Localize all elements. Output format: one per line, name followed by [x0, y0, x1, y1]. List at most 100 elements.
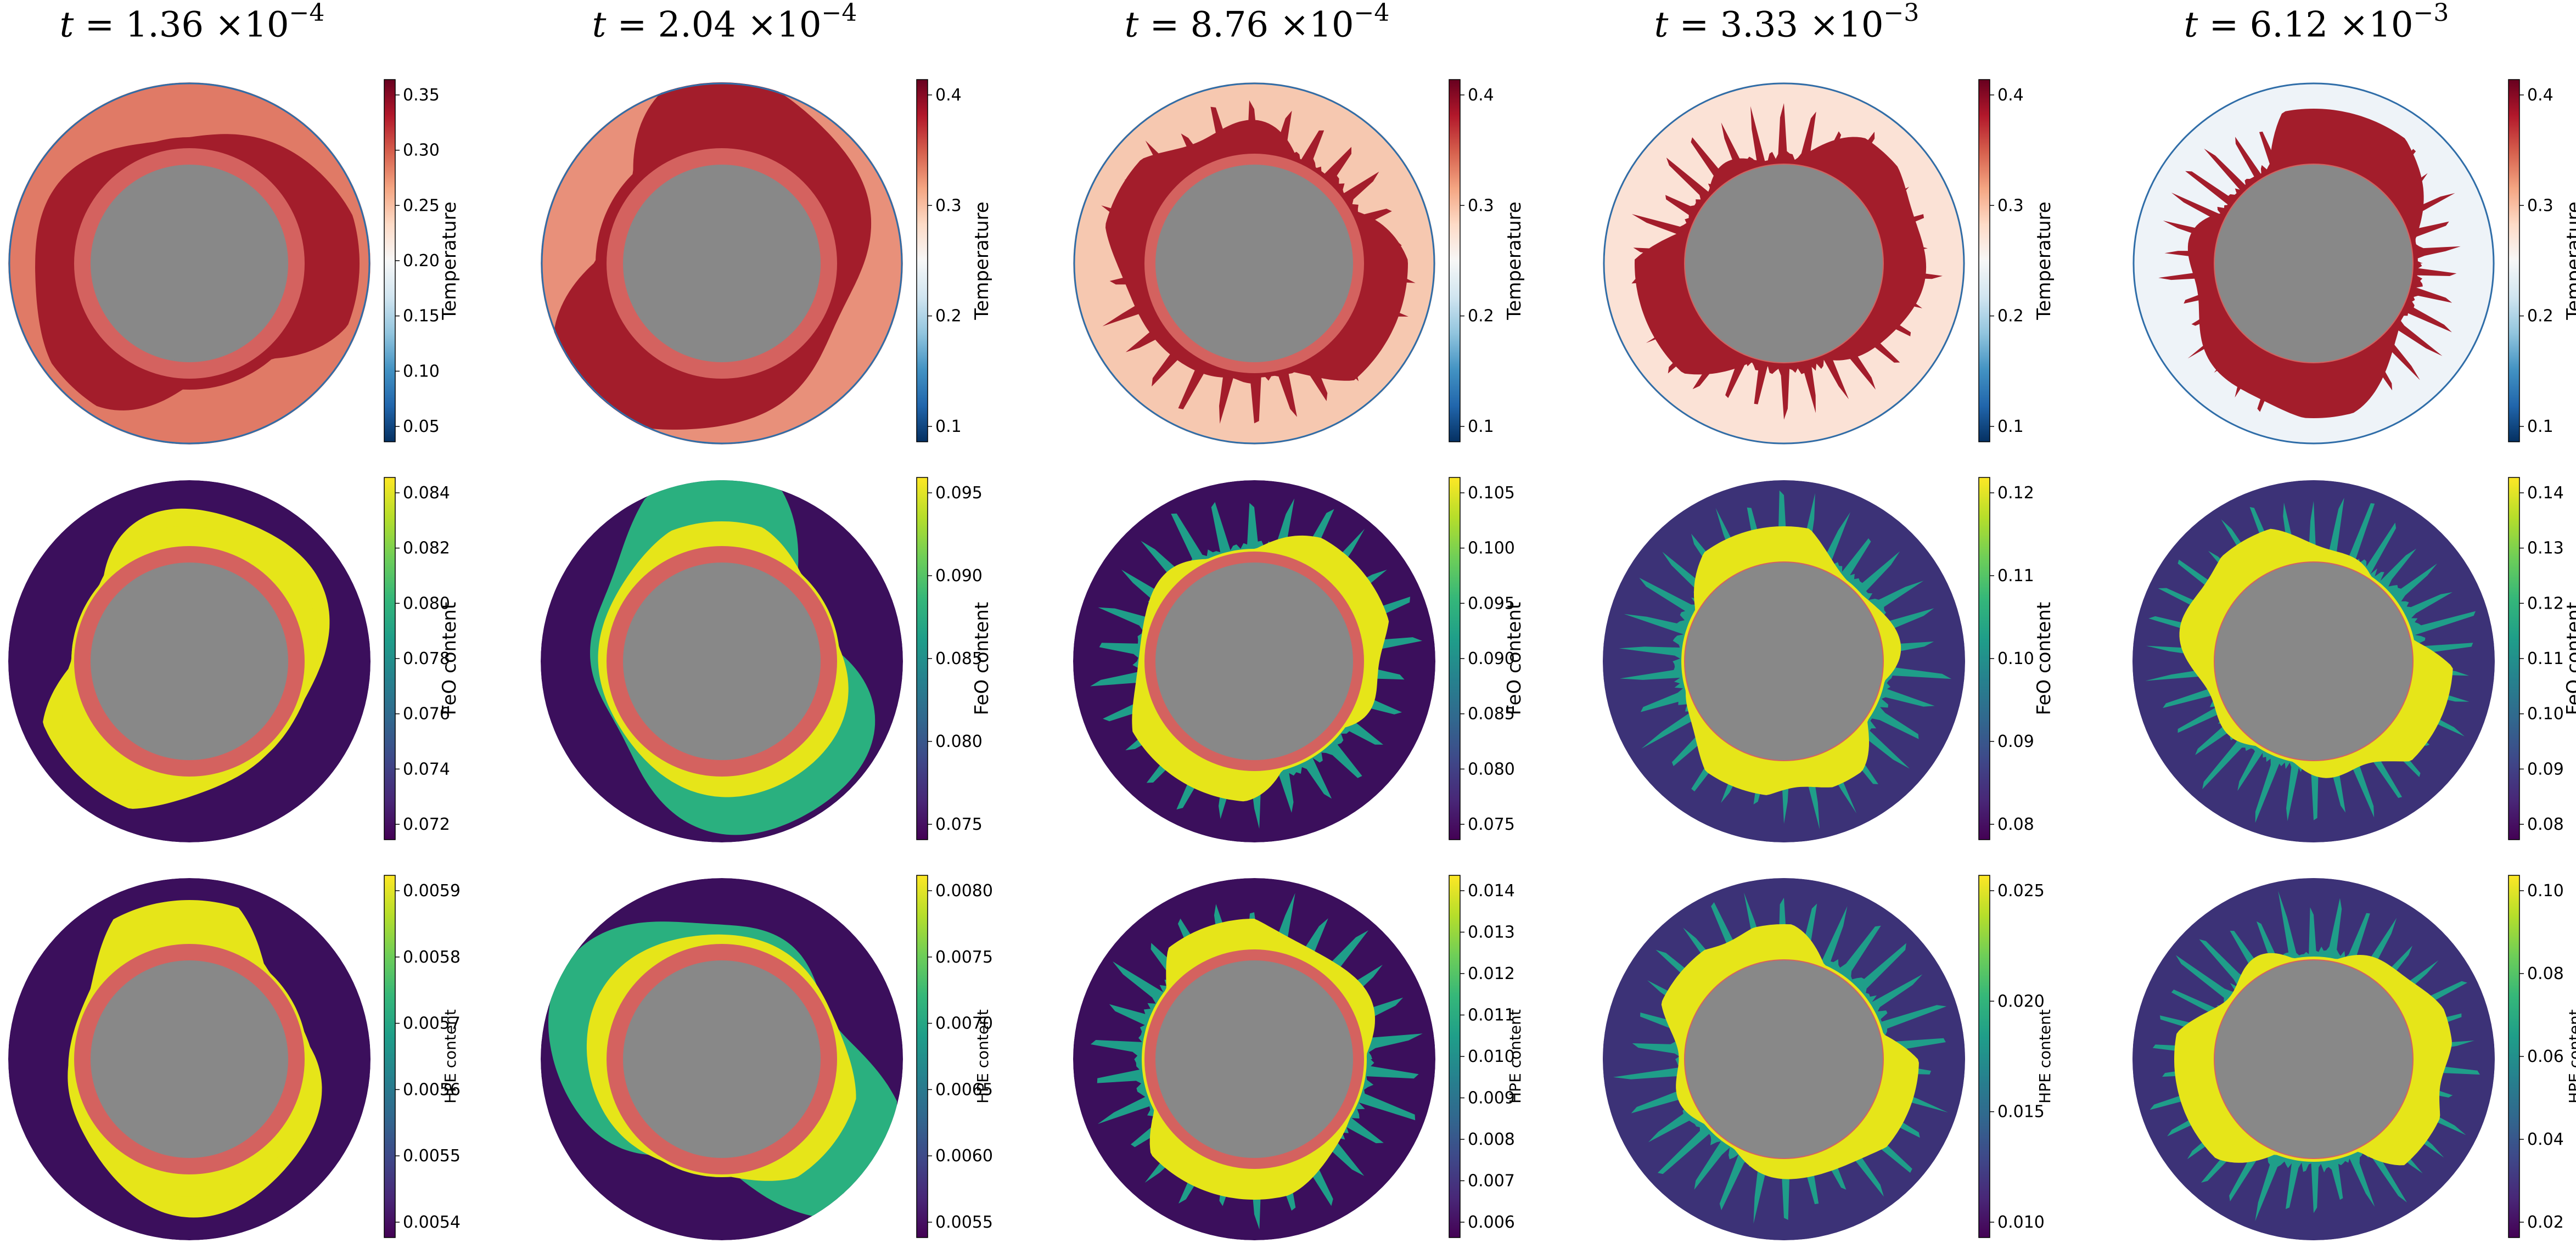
- colorbar: [916, 477, 928, 840]
- colorbar-tick-label: 0.04: [2527, 1130, 2564, 1149]
- colorbar-tick-label: 0.12: [2527, 594, 2564, 613]
- core: [2215, 563, 2412, 760]
- colorbar-tick-label: 0.30: [403, 141, 440, 160]
- panel-hpe-3: 0.014 0.013 0.012 0.011 0.010 0.009 0.008 0.007…: [1065, 870, 1559, 1254]
- panel-feo-3: 0.105 0.100 0.095 0.090 0.085 0.080 0.075 FeO c…: [1065, 472, 1559, 856]
- colorbar: [1978, 477, 1990, 840]
- colorbar-tick-label: 0.05: [403, 417, 440, 436]
- panel-feo-2: 0.095 0.090 0.085 0.080 0.075 FeO content: [532, 472, 1026, 856]
- colorbar-tick-label: 0.10: [1997, 649, 2034, 668]
- colorbar-tick-label: 0.3: [1997, 196, 2024, 215]
- colorbar-tick-label: 0.11: [1997, 566, 2034, 586]
- core: [91, 960, 288, 1158]
- panel-hpe-4: 0.025 0.020 0.015 0.010 HPE content: [1595, 870, 2089, 1254]
- column-title: t = 1.36 ×10−4: [59, 0, 325, 46]
- colorbar: [1978, 875, 1990, 1238]
- colorbar-tick-label: 0.013: [1468, 923, 1515, 942]
- colorbar-tick-label: 0.1: [1468, 417, 1494, 436]
- colorbar-tick-label: 0.082: [403, 539, 450, 558]
- core: [1685, 165, 1883, 362]
- colorbar-tick-label: 0.06: [2527, 1047, 2564, 1066]
- panel-temperature-2: 0.4 0.3 0.2 0.1 Temperature: [532, 74, 1026, 458]
- cold-boundary: [8, 82, 371, 445]
- colorbar: [1978, 79, 1990, 442]
- colorbar-tick-label: 0.080: [935, 732, 983, 751]
- core: [623, 563, 821, 760]
- colorbar: [384, 79, 396, 442]
- colorbar-label: HPE content: [2036, 1009, 2054, 1104]
- column-title: t = 6.12 ×10−3: [2184, 0, 2449, 46]
- core: [623, 165, 821, 362]
- panel-temperature-4: 0.4 0.3 0.2 0.1 Temperature: [1595, 74, 2089, 458]
- colorbar-tick-label: 0.2: [1468, 307, 1494, 326]
- colorbar-tick-label: 0.4: [1997, 86, 2024, 105]
- colorbar-label: FeO content: [1503, 602, 1525, 715]
- column-title: t = 8.76 ×10−4: [1124, 0, 1390, 46]
- core: [2215, 960, 2412, 1158]
- column-title: t = 3.33 ×10−3: [1654, 0, 1920, 46]
- colorbar: [1449, 79, 1461, 442]
- core: [2215, 165, 2412, 362]
- colorbar: [916, 79, 928, 442]
- colorbar-tick-label: 0.075: [935, 815, 983, 834]
- panel-hpe-5: 0.10 0.08 0.06 0.04 0.02 HPE content: [2124, 870, 2576, 1254]
- colorbar-tick-label: 0.08: [1997, 815, 2034, 834]
- colorbar-tick-label: 0.10: [403, 362, 440, 381]
- colorbar-label: Temperature: [2563, 201, 2576, 320]
- colorbar-tick-label: 0.0070: [935, 1014, 993, 1033]
- colorbar-tick-label: 0.105: [1468, 483, 1515, 503]
- colorbar-tick-label: 0.010: [1997, 1213, 2045, 1232]
- colorbar-tick-label: 0.08: [2527, 964, 2564, 983]
- colorbar-tick-label: 0.35: [403, 86, 440, 105]
- colorbar-tick-label: 0.014: [1468, 881, 1515, 901]
- colorbar-tick-label: 0.15: [403, 307, 440, 326]
- colorbar-label: FeO content: [971, 602, 993, 715]
- colorbar-tick-label: 0.09: [1997, 732, 2034, 751]
- colorbar-tick-label: 0.025: [1997, 881, 2045, 901]
- colorbar-tick-label: 0.09: [2527, 760, 2564, 779]
- core: [1155, 563, 1353, 760]
- colorbar: [916, 875, 928, 1238]
- colorbar-tick-label: 0.008: [1468, 1130, 1515, 1149]
- core: [1685, 960, 1883, 1158]
- colorbar-tick-label: 0.080: [403, 594, 450, 613]
- colorbar-tick-label: 0.0055: [403, 1146, 461, 1166]
- core: [91, 563, 288, 760]
- panel-feo-4: 0.12 0.11 0.10 0.09 0.08 FeO content: [1595, 472, 2089, 856]
- colorbar-tick-label: 0.14: [2527, 483, 2564, 503]
- colorbar-label: Temperature: [439, 201, 461, 320]
- colorbar-tick-label: 0.074: [403, 760, 450, 779]
- colorbar-tick-label: 0.11: [2527, 649, 2564, 668]
- colorbar-tick-label: 0.0080: [935, 881, 993, 901]
- panel-hpe-2: 0.0080 0.0075 0.0070 0.0065 0.0060 0.0055 HPE …: [532, 870, 1026, 1254]
- colorbar-label: HPE content: [441, 1009, 459, 1104]
- colorbar-tick-label: 0.100: [1468, 539, 1515, 558]
- colorbar-tick-label: 0.0065: [935, 1080, 993, 1099]
- colorbar-tick-label: 0.20: [403, 251, 440, 271]
- colorbar-tick-label: 0.2: [2527, 307, 2553, 326]
- colorbar-tick-label: 0.0056: [403, 1080, 461, 1099]
- colorbar-tick-label: 0.2: [935, 307, 962, 326]
- colorbar-tick-label: 0.085: [935, 649, 983, 668]
- colorbar-tick-label: 0.015: [1997, 1103, 2045, 1122]
- colorbar-tick-label: 0.095: [935, 483, 983, 503]
- core: [1685, 563, 1883, 760]
- colorbar-tick-label: 0.1: [2527, 417, 2553, 436]
- colorbar-tick-label: 0.0054: [403, 1213, 461, 1232]
- colorbar-tick-label: 0.084: [403, 483, 450, 503]
- colorbar-tick-label: 0.12: [1997, 483, 2034, 503]
- panel-temperature-3: 0.4 0.3 0.2 0.1 Temperature: [1065, 74, 1559, 458]
- colorbar: [384, 875, 396, 1238]
- colorbar-tick-label: 0.011: [1468, 1006, 1515, 1025]
- colorbar-tick-label: 0.3: [2527, 196, 2553, 215]
- colorbar-tick-label: 0.085: [1468, 705, 1515, 724]
- colorbar-tick-label: 0.1: [1997, 417, 2024, 436]
- colorbar-label: HPE content: [974, 1009, 992, 1104]
- panel-hpe-1: 0.0059 0.0058 0.0057 0.0056 0.0055 0.0054 HPE …: [0, 870, 494, 1254]
- colorbar-tick-label: 0.076: [403, 705, 450, 724]
- colorbar-tick-label: 0.25: [403, 196, 440, 215]
- colorbar-tick-label: 0.090: [1468, 649, 1515, 668]
- colorbar-tick-label: 0.080: [1468, 760, 1515, 779]
- colorbar-tick-label: 0.007: [1468, 1172, 1515, 1191]
